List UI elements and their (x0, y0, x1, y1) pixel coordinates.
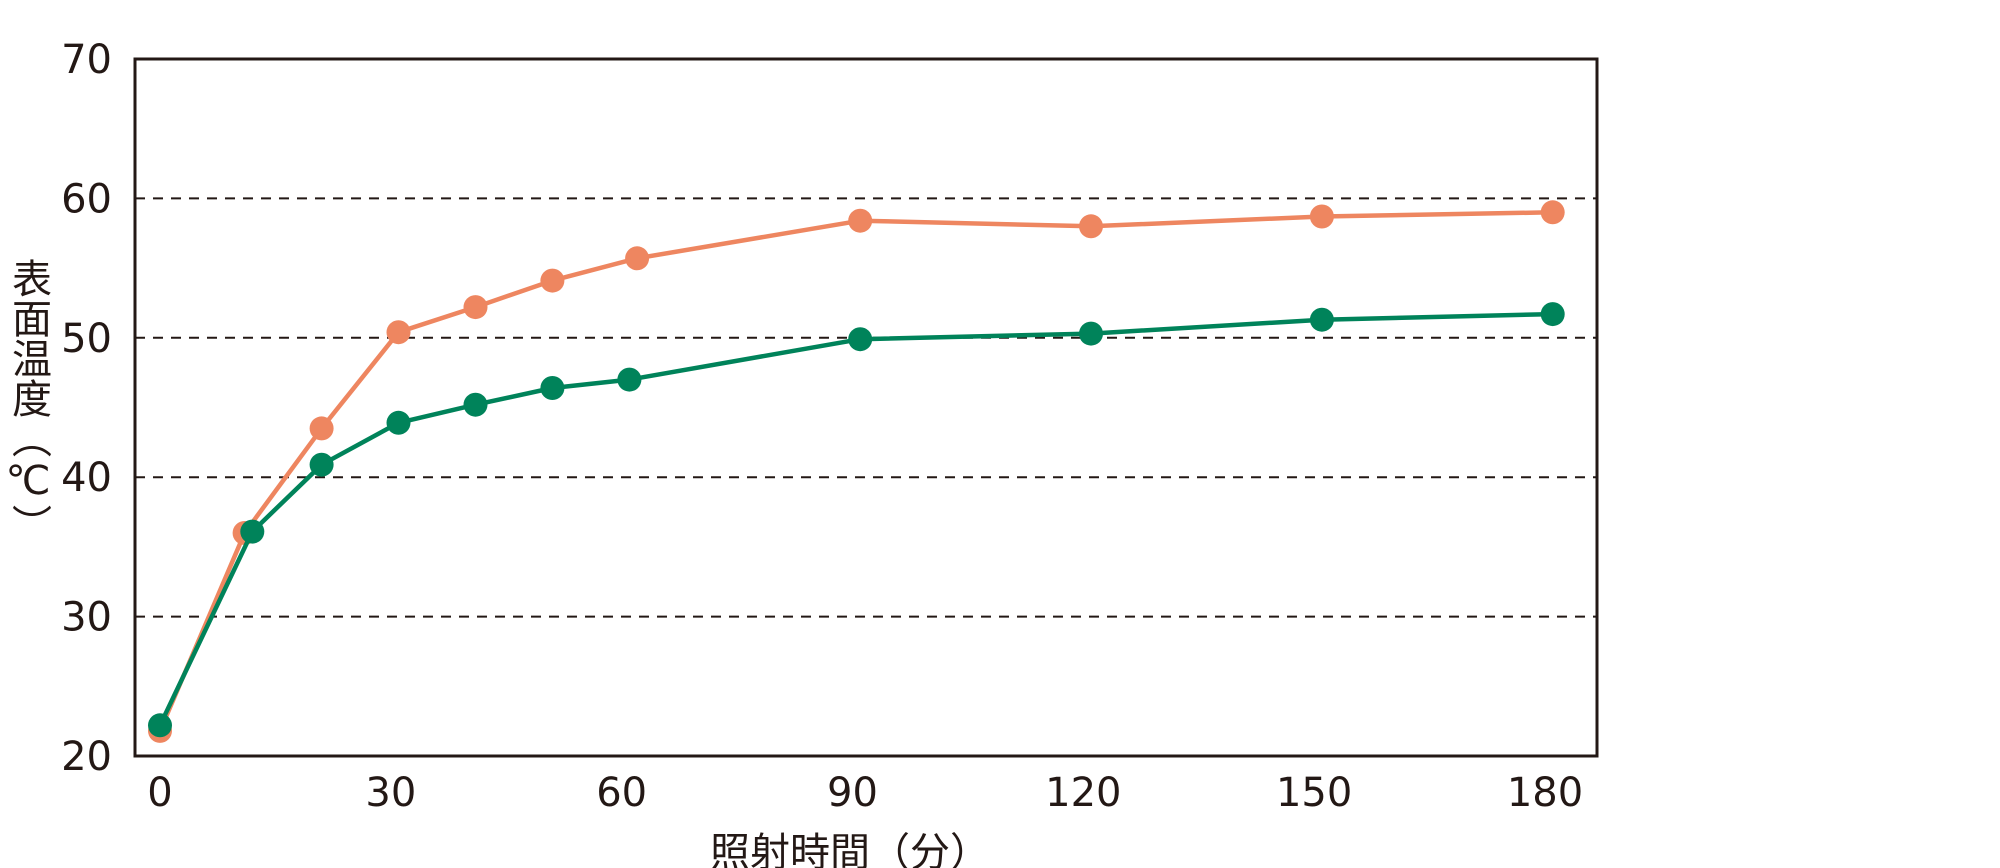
y-tick-labels: 20 30 40 50 60 70 (61, 37, 112, 780)
x-tick-labels: 0 30 60 90 120 150 180 (147, 770, 1583, 816)
data-point (309, 416, 334, 441)
x-tick-label: 150 (1276, 770, 1352, 816)
x-tick-label: 90 (827, 770, 878, 816)
series-line (157, 210, 1553, 732)
y-tick-label: 30 (61, 595, 112, 641)
data-point (540, 268, 565, 293)
data-point (309, 452, 334, 477)
y-tick-label: 40 (61, 455, 112, 501)
y-tick-label: 60 (61, 176, 112, 222)
data-point (463, 295, 488, 320)
data-point (540, 376, 565, 400)
x-axis-title: 照射時間（分） (710, 830, 990, 868)
y-tick-label: 50 (61, 316, 112, 362)
data-point (1309, 204, 1334, 229)
x-tick-label: 30 (365, 770, 416, 816)
data-point (848, 327, 873, 352)
data-point (848, 208, 873, 233)
data-point (240, 519, 265, 544)
data-point (617, 367, 642, 392)
data-point (386, 410, 411, 435)
x-tick-label: 180 (1507, 770, 1583, 816)
y-tick-label: 70 (61, 37, 112, 83)
data-point (386, 320, 411, 345)
data-point (625, 246, 650, 271)
gridlines (135, 197, 1597, 618)
data-point (1079, 214, 1103, 239)
data-point (148, 713, 172, 738)
y-tick-label: 20 (61, 734, 112, 780)
series-1 (148, 200, 1565, 743)
x-tick-label: 60 (596, 770, 647, 816)
y-axis-title: 表面温度（℃） (5, 258, 51, 544)
data-point (1309, 307, 1334, 332)
series-line (157, 311, 1553, 727)
data-point (1540, 200, 1565, 225)
series-group (148, 200, 1565, 743)
series-2 (148, 302, 1565, 738)
data-point (1540, 302, 1565, 327)
plot-frame (133, 57, 1599, 758)
data-point (463, 392, 488, 417)
x-tick-label: 120 (1045, 770, 1121, 816)
data-point (1079, 321, 1103, 346)
x-tick-label: 0 (147, 770, 172, 816)
